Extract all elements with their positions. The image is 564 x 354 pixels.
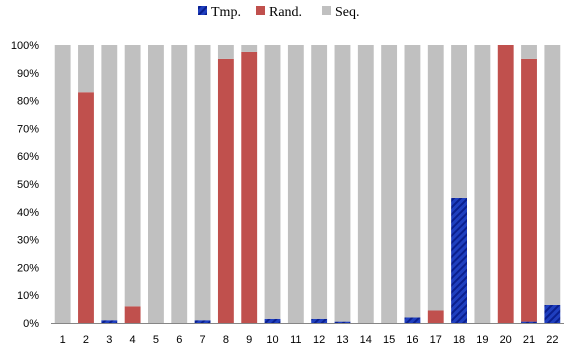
bar-segment-tmp-21 bbox=[521, 321, 537, 323]
bar-segment-seq-1 bbox=[54, 45, 71, 323]
x-tick-label: 8 bbox=[223, 334, 229, 346]
bar-segment-seq-10 bbox=[264, 45, 281, 319]
x-tick-label: 22 bbox=[546, 334, 558, 346]
x-tick-label: 18 bbox=[453, 334, 465, 346]
legend-label-rand: Rand. bbox=[269, 5, 302, 20]
bar-segment-seq-16 bbox=[404, 45, 421, 318]
bar-segment-seq-12 bbox=[311, 45, 328, 319]
bar-segment-seq-7 bbox=[194, 45, 211, 321]
bar-segment-tmp-13 bbox=[334, 321, 351, 323]
y-tick-label: 0% bbox=[23, 318, 39, 330]
y-tick-label: 30% bbox=[17, 235, 39, 247]
bar-segment-tmp-22 bbox=[544, 304, 561, 323]
chart-legend: Tmp. Rand. Seq. bbox=[198, 5, 360, 20]
y-tick-label: 20% bbox=[17, 262, 39, 274]
y-tick-label: 100% bbox=[11, 40, 39, 52]
bar-segment-seq-18 bbox=[451, 45, 467, 198]
bar-segment-seq-13 bbox=[334, 45, 351, 322]
bar-segment-tmp-18 bbox=[451, 197, 467, 323]
bar-segment-tmp-3 bbox=[101, 320, 118, 323]
x-tick-label: 17 bbox=[430, 334, 442, 346]
x-tick-label: 19 bbox=[476, 334, 488, 346]
x-axis-ticks: 1 2 3 4 5 6 7 8 9 10 11 12 13 14 15 16 17 18 19 20 21 22 bbox=[60, 334, 559, 346]
legend-label-tmp: Tmp. bbox=[211, 5, 241, 20]
legend-swatch-rand bbox=[256, 6, 265, 15]
x-tick-label: 7 bbox=[200, 334, 206, 346]
bar-segment-seq-6 bbox=[171, 45, 188, 323]
x-tick-label: 14 bbox=[360, 334, 372, 346]
bar-segment-tmp-12 bbox=[311, 318, 328, 323]
x-tick-label: 4 bbox=[130, 334, 136, 346]
bar-segment-seq-21 bbox=[521, 45, 537, 59]
legend-swatch-tmp bbox=[198, 6, 207, 15]
bar-segment-seq-17 bbox=[427, 45, 444, 311]
x-tick-label: 1 bbox=[60, 334, 66, 346]
bar-segment-rand-4 bbox=[124, 306, 141, 323]
bar-segment-seq-9 bbox=[241, 45, 258, 52]
bar-segment-seq-14 bbox=[357, 45, 374, 323]
bar-segment-seq-5 bbox=[148, 45, 164, 323]
x-tick-label: 5 bbox=[153, 334, 159, 346]
x-tick-label: 16 bbox=[406, 334, 418, 346]
bar-segment-tmp-7 bbox=[194, 320, 211, 323]
bar-segment-rand-8 bbox=[217, 58, 234, 324]
y-tick-label: 90% bbox=[17, 68, 39, 80]
y-tick-label: 40% bbox=[17, 207, 39, 219]
bar-segment-rand-20 bbox=[497, 45, 514, 323]
x-tick-label: 11 bbox=[290, 334, 301, 346]
bar-segment-seq-8 bbox=[217, 45, 234, 59]
x-tick-label: 2 bbox=[83, 334, 89, 346]
x-tick-label: 9 bbox=[246, 334, 252, 346]
bar-segment-rand-2 bbox=[78, 92, 94, 323]
bar-segment-seq-3 bbox=[101, 45, 118, 321]
legend-swatch-seq bbox=[322, 6, 331, 15]
y-tick-label: 70% bbox=[17, 123, 39, 135]
bar-segment-seq-11 bbox=[287, 45, 304, 323]
bar-segment-seq-2 bbox=[78, 45, 94, 93]
bar-segment-seq-15 bbox=[381, 45, 398, 323]
x-tick-label: 10 bbox=[266, 334, 278, 346]
x-tick-label: 6 bbox=[176, 334, 182, 346]
y-tick-label: 80% bbox=[17, 96, 39, 108]
bar-segment-seq-19 bbox=[474, 45, 491, 323]
x-tick-label: 15 bbox=[383, 334, 395, 346]
x-tick-label: 21 bbox=[523, 334, 535, 346]
bar-segment-tmp-10 bbox=[264, 318, 281, 323]
bar-segment-seq-4 bbox=[124, 45, 141, 307]
y-axis-ticks: 0% 10% 20% 30% 40% 50% 60% 70% 80% 90% 100% bbox=[11, 40, 39, 330]
x-tick-label: 13 bbox=[336, 334, 348, 346]
legend-label-seq: Seq. bbox=[335, 5, 360, 20]
bar-segment-rand-17 bbox=[427, 310, 444, 323]
y-tick-label: 50% bbox=[17, 179, 39, 191]
bar-segment-tmp-16 bbox=[404, 317, 421, 323]
bar-segment-rand-21 bbox=[521, 58, 537, 322]
y-tick-label: 60% bbox=[17, 151, 39, 163]
bar-segment-rand-9 bbox=[241, 51, 258, 323]
bars bbox=[54, 45, 561, 324]
x-tick-label: 12 bbox=[313, 334, 325, 346]
x-tick-label: 3 bbox=[106, 334, 112, 346]
bar-segment-seq-22 bbox=[544, 45, 561, 305]
y-tick-label: 10% bbox=[17, 290, 39, 302]
x-tick-label: 20 bbox=[500, 334, 512, 346]
